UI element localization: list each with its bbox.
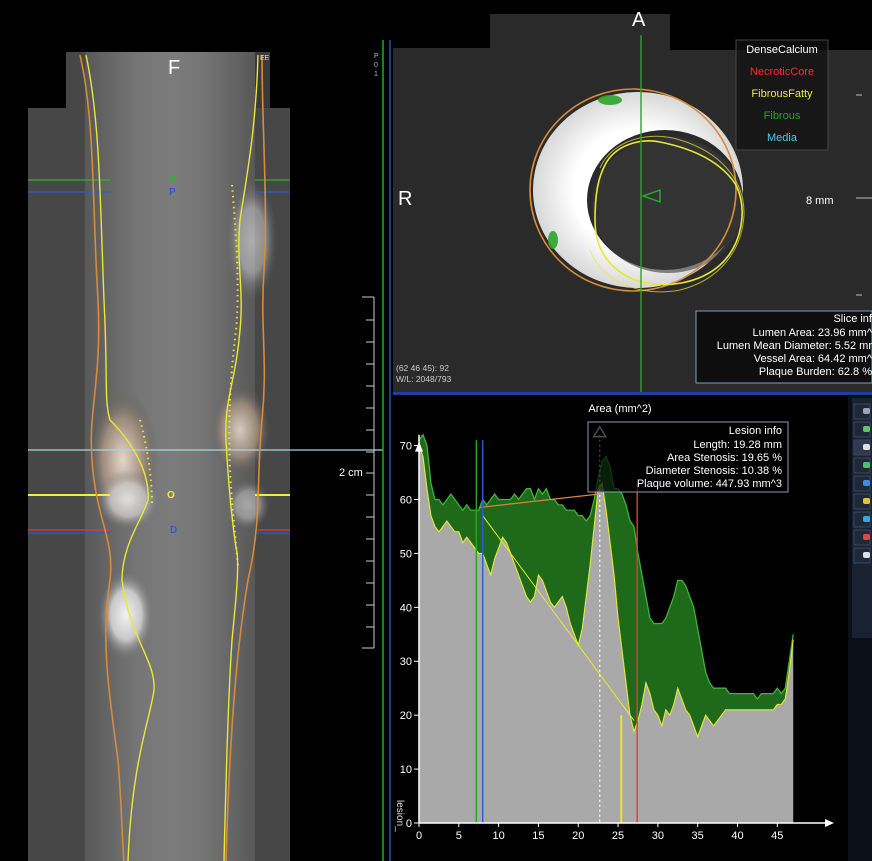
vessel-outline-left [79, 54, 125, 861]
x-tick-label: 0 [416, 830, 422, 842]
lumen-mean-diameter: Lumen Mean Diameter: 5.52 mr [717, 340, 872, 352]
slice-info-title: Slice inf [833, 313, 872, 325]
plaque-burden: Plaque Burden: 62.8 % [759, 366, 872, 378]
area-chart[interactable]: Area (mm^2) 0 5 10 15 20 25 30 35 40 45 0 10 20 30 40 5… [391, 396, 847, 861]
y-tick-label: 50 [400, 548, 412, 560]
diameter-stenosis: Diameter Stenosis: 10.38 % [646, 465, 783, 477]
center-marker [640, 188, 661, 204]
x-tick-label: 25 [612, 830, 624, 842]
x-tick-label: 5 [456, 830, 462, 842]
lesion-length: Length: 19.28 mm [693, 439, 782, 451]
coords-readout: (62 46 45): 92 [396, 363, 449, 373]
lumen-outline-right [223, 54, 259, 861]
right-toolbar[interactable] [848, 396, 872, 861]
marker-s: S [169, 174, 176, 185]
cs-scale-label: 8 mm [806, 195, 834, 207]
y-tick-label: 10 [400, 764, 412, 776]
y-axis-label: lesion_ [394, 800, 405, 832]
plaque-area-band [419, 434, 794, 737]
x-tick-label: 35 [692, 830, 704, 842]
x-tick-label: 30 [652, 830, 664, 842]
y-tick-label: 60 [400, 494, 412, 506]
reference-area-line [478, 493, 599, 509]
tool-icon-1[interactable] [853, 403, 871, 420]
lumen-contour [594, 140, 743, 286]
scale-label: 2 cm [339, 467, 363, 479]
tool-icon-8[interactable] [853, 529, 871, 546]
longitudinal-view[interactable]: F EE S P O D 2 cm [0, 0, 383, 861]
lesion-info-box: Lesion info Length: 19.28 mm Area Stenos… [587, 421, 789, 493]
lesion-info-title: Lesion info [729, 425, 782, 437]
lumen-area-fill [419, 445, 794, 823]
vessel-contour [529, 88, 737, 292]
cross-section-view[interactable]: A R 8 mm (62 46 45): 92 W/L: 2048/793 De… [393, 0, 872, 392]
y-tick-label: 40 [400, 602, 412, 614]
y-tick-label: 30 [400, 656, 412, 668]
x-tick-label: 15 [532, 830, 544, 842]
marker-o: O [167, 490, 175, 501]
legend-fibrous-fatty: FibrousFatty [751, 88, 813, 100]
orientation-label-a: A [632, 9, 646, 31]
x-tick-label: 40 [731, 830, 743, 842]
marker-p: P [169, 187, 176, 198]
area-stenosis: Area Stenosis: 19.65 % [667, 452, 782, 464]
scale-ruler: 2 cm [339, 296, 375, 649]
vessel-outline-right [225, 54, 267, 861]
window-level-readout: W/L: 2048/793 [396, 374, 452, 384]
lumen-outline-left [85, 54, 155, 861]
tool-icon-4[interactable] [853, 457, 871, 474]
legend-necrotic-core: NecroticCore [750, 66, 814, 78]
lumen-area: Lumen Area: 23.96 mm^ [752, 327, 872, 339]
y-tick-label: 70 [400, 441, 412, 453]
x-tick-label: 10 [492, 830, 504, 842]
y-tick-label: 0 [406, 818, 412, 830]
vessel-area: Vessel Area: 64.42 mm^ [754, 353, 872, 365]
plaque-volume: Plaque volume: 447.93 mm^3 [637, 478, 782, 490]
tool-icon-9[interactable] [853, 547, 871, 564]
x-tick-label: 20 [572, 830, 584, 842]
chart-title: Area (mm^2) [588, 403, 651, 415]
tool-icon-7[interactable] [853, 511, 871, 528]
legend-dense-calcium: DenseCalcium [746, 44, 818, 56]
orientation-label-top: F [168, 57, 180, 79]
x-tick-label: 45 [771, 830, 783, 842]
tool-icon-2[interactable] [853, 421, 871, 438]
y-tick-label: 20 [400, 710, 412, 722]
tool-icon-3[interactable] [853, 439, 871, 456]
legend-media: Media [767, 132, 798, 144]
stenosis-line [482, 515, 635, 721]
lumen-area-line [418, 445, 794, 739]
legend-fibrous: Fibrous [764, 110, 801, 122]
panel-divider-horizontal [393, 392, 872, 395]
x-axis-arrow-icon [825, 819, 834, 827]
orientation-label-r: R [398, 188, 412, 210]
tool-icon-6[interactable] [853, 493, 871, 510]
slice-info-box: Slice inf Lumen Area: 23.96 mm^ Lumen Me… [695, 310, 872, 384]
corner-tag: EE [260, 55, 270, 62]
marker-d: D [170, 525, 177, 536]
tool-icon-5[interactable] [853, 475, 871, 492]
tissue-legend: DenseCalcium NecroticCore FibrousFatty F… [735, 39, 829, 151]
